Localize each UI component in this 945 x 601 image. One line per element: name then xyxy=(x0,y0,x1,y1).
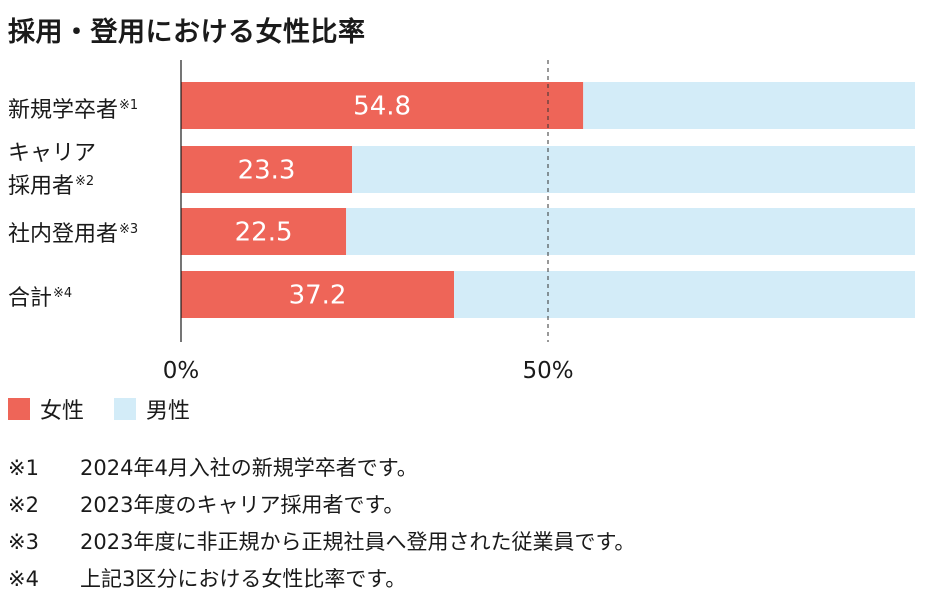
bar-female-new-graduates xyxy=(181,82,584,129)
footnote: ※4 上記3区分における女性比率です。 xyxy=(8,561,635,598)
stacked-bar-chart: 54.8 23.3 22.5 37.2 0% 50% xyxy=(163,60,916,384)
category-label-total: 合計※4 xyxy=(8,286,73,311)
legend-swatch-female xyxy=(8,398,30,420)
data-label-career-hires: 23.3 xyxy=(238,156,296,186)
bar-male-new-graduates xyxy=(583,82,915,129)
chart-legend: 女性 男性 xyxy=(8,393,220,425)
bar-male-career-hires xyxy=(352,146,916,193)
bar-female-total xyxy=(181,271,455,318)
footnote-text: 2024年4月入社の新規学卒者です。 xyxy=(80,456,418,480)
bar-male-internal-promotions xyxy=(346,208,915,255)
legend-label-male: 男性 xyxy=(146,399,191,424)
category-label-new-graduates: 新規学卒者※1 xyxy=(8,98,139,123)
category-label-internal-promotions: 社内登用者※3 xyxy=(8,222,139,247)
footnote-text: 2023年度のキャリア採用者です。 xyxy=(80,493,405,517)
footnote-mark: ※4 xyxy=(8,567,39,591)
chart-title: 採用・登用における女性比率 xyxy=(8,17,366,48)
footnote: ※2 2023年度のキャリア採用者です。 xyxy=(8,487,635,524)
data-label-internal-promotions: 22.5 xyxy=(235,218,293,248)
category-label-career-hires: キャリア 採用者※2 xyxy=(8,141,97,199)
bar-male-total xyxy=(454,271,915,318)
data-label-new-graduates: 54.8 xyxy=(353,92,411,122)
footnote-mark: ※1 xyxy=(8,456,39,480)
footnote-text: 上記3区分における女性比率です。 xyxy=(80,567,407,591)
data-label-total: 37.2 xyxy=(289,281,347,311)
bar-female-career-hires xyxy=(181,146,353,193)
x-tick-label: 0% xyxy=(163,358,200,384)
legend-swatch-male xyxy=(114,398,137,420)
footnote-mark: ※2 xyxy=(8,493,39,517)
legend-label-female: 女性 xyxy=(40,399,85,424)
x-tick-label: 50% xyxy=(522,358,573,384)
legend-item-female: 女性 xyxy=(8,393,84,425)
legend-item-male: 男性 xyxy=(114,393,190,425)
footnote-text: 2023年度に非正規から正規社員へ登用された従業員です。 xyxy=(80,530,636,554)
footnotes: ※1 2024年4月入社の新規学卒者です。 ※2 2023年度のキャリア採用者で… xyxy=(8,450,635,598)
bar-female-internal-promotions xyxy=(181,208,347,255)
footnote: ※3 2023年度に非正規から正規社員へ登用された従業員です。 xyxy=(8,524,635,561)
footnote-mark: ※3 xyxy=(8,530,39,554)
footnote: ※1 2024年4月入社の新規学卒者です。 xyxy=(8,450,635,487)
